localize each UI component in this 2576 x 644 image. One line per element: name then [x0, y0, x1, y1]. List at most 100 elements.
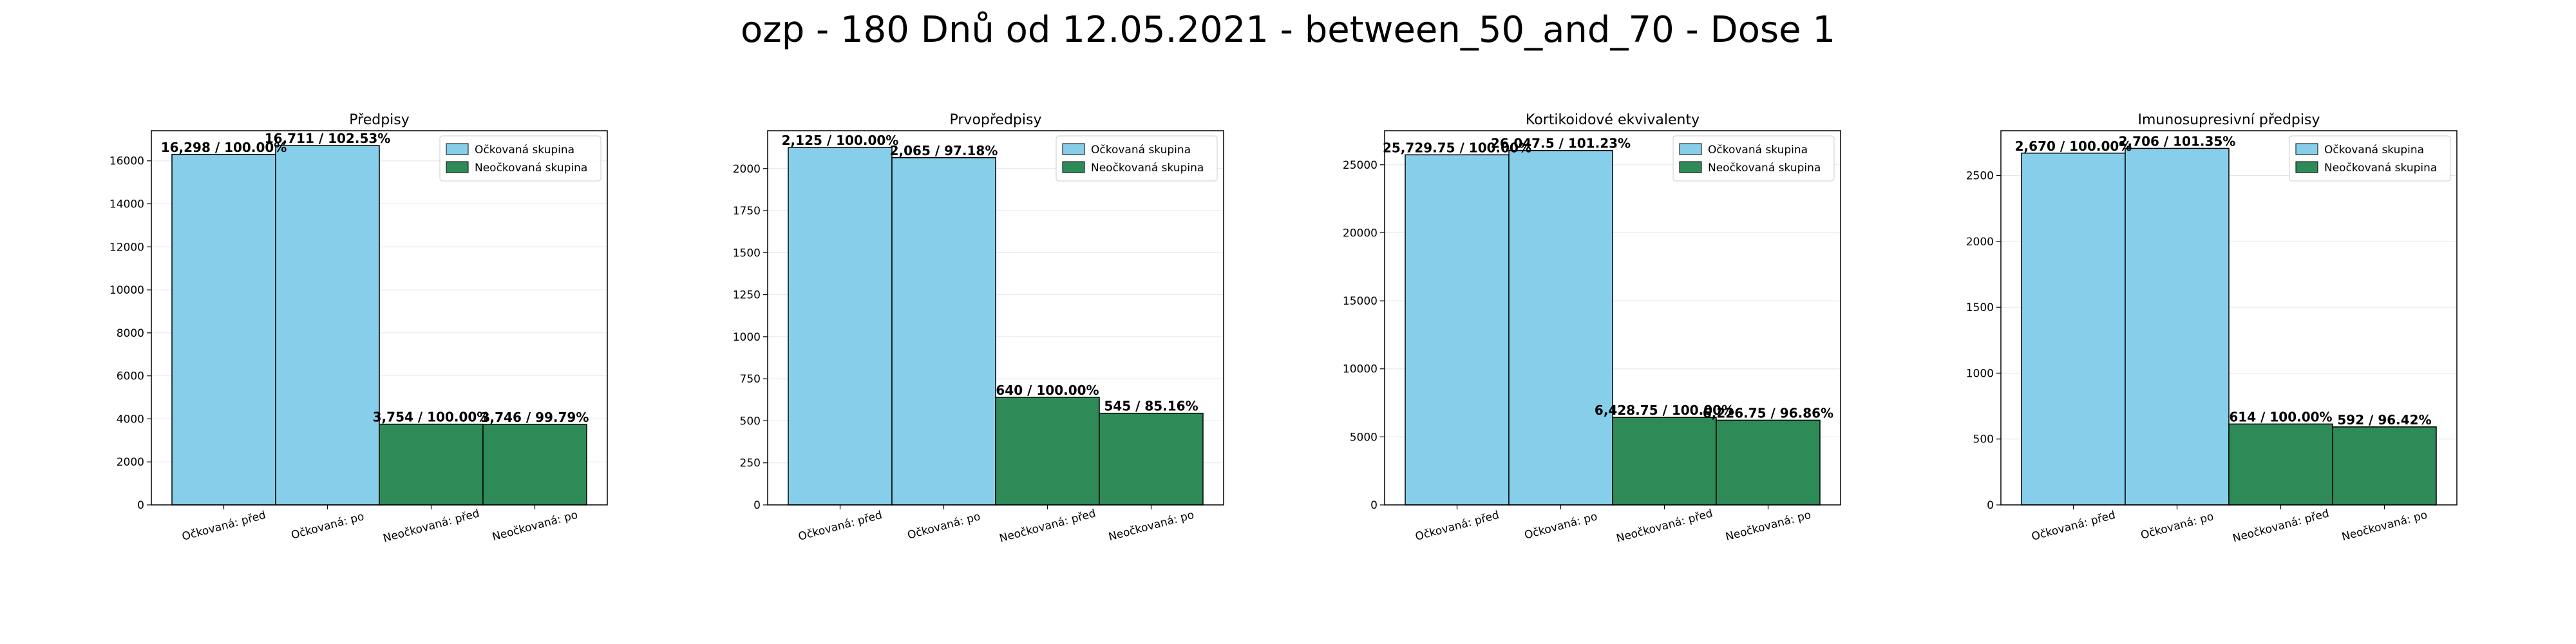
chart-title: Předpisy — [349, 112, 410, 128]
axes-frame — [151, 130, 608, 506]
data-label: 3,746 / 99.79% — [481, 410, 589, 425]
bar — [482, 424, 587, 506]
legend-swatch — [1062, 161, 1085, 173]
y-tick-label: 1000 — [1966, 367, 1994, 380]
legend-label: Neočkovaná skupina — [1091, 162, 1204, 175]
legend-swatch — [446, 161, 469, 173]
chart-panel: Imunosupresivní předpisy 0 500 1000 1500 2000… — [1966, 112, 2458, 545]
bar — [2125, 147, 2230, 506]
y-tick-label: 1500 — [733, 247, 761, 260]
y-tick-label: 500 — [740, 415, 761, 428]
figure-title: ozp - 180 Dnů od 12.05.2021 - between_50… — [741, 9, 1835, 51]
legend-label: Očkovaná skupina — [1708, 144, 1808, 156]
data-label: 640 / 100.00% — [996, 383, 1099, 398]
bar — [2332, 426, 2437, 506]
x-tick-label: Očkovaná: před — [181, 509, 267, 544]
y-tick-label: 500 — [1973, 433, 1994, 446]
y-tick-label: 15000 — [1343, 295, 1378, 308]
legend-label: Očkovaná skupina — [1091, 144, 1191, 156]
data-label: 25,729.75 / 100.00% — [1383, 140, 1531, 155]
y-tick-label: 16000 — [109, 155, 144, 168]
y-tick-label: 5000 — [1350, 431, 1378, 444]
data-label: 2,670 / 100.00% — [2015, 138, 2132, 154]
legend-swatch — [2295, 161, 2318, 173]
y-tick-label: 1000 — [733, 331, 761, 344]
y-tick-label: 0 — [1987, 499, 1994, 512]
bar — [1508, 149, 1613, 506]
y-tick-label: 14000 — [109, 198, 144, 211]
data-label: 3,754 / 100.00% — [373, 410, 490, 425]
y-tick-label: 20000 — [1343, 227, 1378, 240]
bar — [2228, 423, 2333, 506]
bar — [1612, 417, 1717, 506]
y-tick-label: 0 — [137, 499, 144, 512]
legend: Očkovaná skupina Neočkovaná skupina — [1672, 135, 1835, 182]
y-tick-label: 2000 — [117, 456, 144, 469]
bar — [275, 145, 380, 506]
data-label: 2,065 / 97.18% — [890, 143, 998, 158]
data-label: 16,298 / 100.00% — [161, 140, 287, 155]
y-tick-label: 10000 — [109, 284, 144, 297]
y-tick-label: 1250 — [733, 289, 761, 302]
legend-box — [1056, 135, 1218, 182]
bar — [2021, 153, 2126, 506]
x-tick-label: Očkovaná: po — [290, 510, 366, 542]
chart-title: Imunosupresivní předpisy — [2138, 112, 2320, 128]
legend-label: Neočkovaná skupina — [2324, 162, 2437, 175]
chart-title: Prvopředpisy — [950, 112, 1042, 128]
legend-swatch — [2295, 143, 2318, 155]
x-tick-label: Neočkovaná: před — [998, 507, 1097, 545]
bar — [1099, 412, 1204, 506]
data-label: 2,706 / 101.35% — [2119, 133, 2236, 149]
y-tick-label: 2500 — [1966, 170, 1994, 183]
x-tick-label: Neočkovaná: po — [1724, 509, 1812, 544]
axes-frame — [767, 130, 1224, 506]
x-tick-label: Očkovaná: před — [1414, 509, 1501, 544]
data-label: 16,711 / 102.53% — [265, 131, 391, 146]
legend-box — [1672, 135, 1835, 182]
chart-title: Kortikoidové ekvivalenty — [1526, 112, 1700, 128]
legend-swatch — [1062, 143, 1085, 155]
data-label: 545 / 85.16% — [1104, 399, 1198, 414]
data-label: 614 / 100.00% — [2229, 409, 2332, 424]
bar — [788, 147, 893, 506]
bar — [1405, 154, 1510, 506]
x-tick-label: Očkovaná: po — [2139, 510, 2215, 542]
chart-panel: Prvopředpisy 0 250 500 750 1000 1250 1500 1750 20… — [733, 112, 1224, 545]
y-tick-label: 0 — [753, 499, 761, 512]
x-tick-label: Očkovaná: před — [797, 509, 884, 544]
x-tick-label: Očkovaná: po — [906, 510, 982, 542]
bar — [1716, 419, 1821, 506]
x-tick-label: Neočkovaná: po — [491, 509, 579, 544]
chart-panel: Předpisy 0 2000 4000 6000 8000 10000 12000 14000… — [109, 112, 608, 545]
legend-swatch — [1679, 143, 1702, 155]
x-tick-label: Očkovaná: před — [2031, 509, 2117, 544]
legend-label: Neočkovaná skupina — [475, 162, 587, 175]
legend-swatch — [1679, 161, 1702, 173]
data-label: 6,428.75 / 100.00% — [1595, 402, 1734, 418]
legend: Očkovaná skupina Neočkovaná skupina — [439, 135, 601, 182]
y-tick-label: 8000 — [117, 327, 144, 340]
data-label: 6,226.75 / 96.86% — [1703, 405, 1833, 421]
legend-label: Očkovaná skupina — [2324, 144, 2424, 156]
bar — [379, 423, 484, 506]
y-tick-label: 4000 — [117, 413, 144, 426]
y-tick-label: 250 — [740, 457, 761, 470]
y-tick-label: 12000 — [109, 241, 144, 254]
data-label: 26,047.5 / 101.23% — [1491, 136, 1631, 151]
data-label: 2,125 / 100.00% — [782, 133, 899, 148]
legend-label: Očkovaná skupina — [475, 144, 574, 156]
x-tick-label: Neočkovaná: před — [2231, 507, 2331, 545]
y-tick-label: 750 — [740, 373, 761, 386]
x-tick-label: Neočkovaná: před — [1615, 507, 1714, 545]
bar — [995, 397, 1100, 506]
y-tick-label: 10000 — [1343, 363, 1378, 376]
legend: Očkovaná skupina Neočkovaná skupina — [1056, 135, 1218, 182]
data-label: 592 / 96.42% — [2337, 412, 2431, 428]
y-tick-label: 1750 — [733, 205, 761, 218]
y-tick-label: 25000 — [1343, 159, 1378, 172]
y-tick-label: 0 — [1370, 499, 1378, 512]
y-tick-label: 2000 — [1966, 236, 1994, 249]
bar — [171, 154, 276, 506]
